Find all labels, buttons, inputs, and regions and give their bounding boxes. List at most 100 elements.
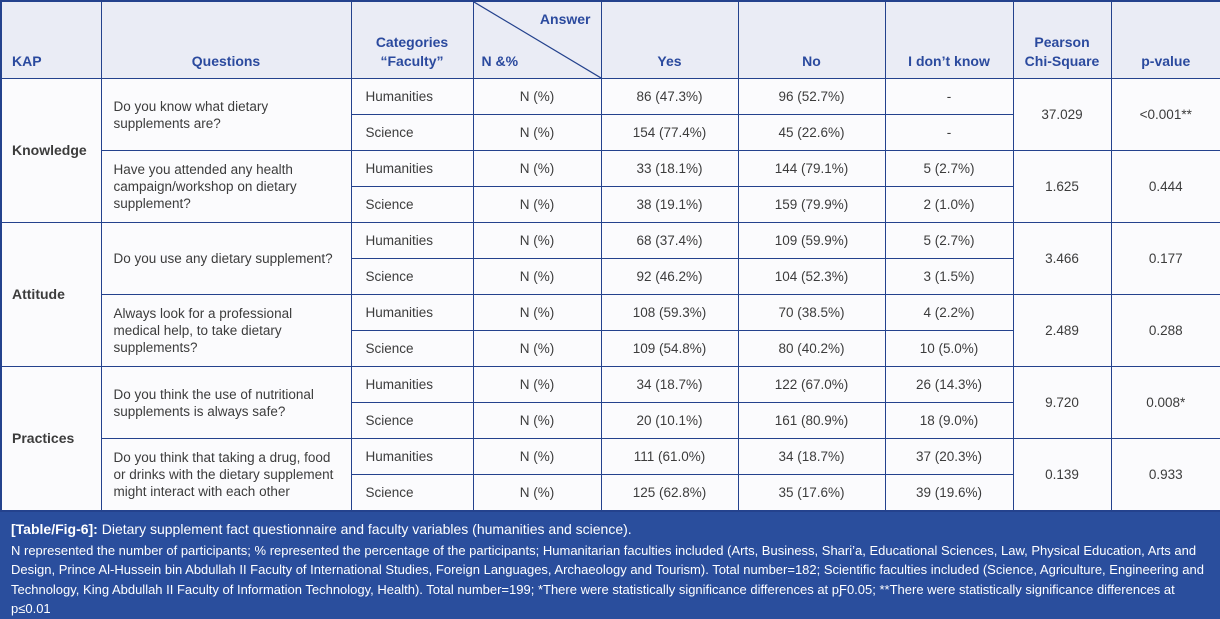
no-cell: 159 (79.9%)	[737, 186, 886, 223]
p-value-cell: 0.933	[1110, 438, 1220, 511]
faculty-cell: Science	[350, 402, 474, 439]
no-cell: 35 (17.6%)	[737, 474, 886, 511]
faculty-cell: Science	[350, 474, 474, 511]
chi-square-cell: 9.720	[1012, 366, 1112, 439]
no-cell: 109 (59.9%)	[737, 222, 886, 259]
no-cell: 34 (18.7%)	[737, 438, 886, 475]
faculty-cell: Humanities	[350, 366, 474, 403]
dont-know-cell: 18 (9.0%)	[884, 402, 1014, 439]
p-value-header: p-value	[1110, 0, 1220, 79]
n-percent-cell: N (%)	[472, 258, 602, 295]
faculty-cell: Humanities	[350, 438, 474, 475]
question-cell: Do you think that taking a drug, food or…	[100, 438, 352, 511]
p-value-cell: 0.008*	[1110, 366, 1220, 439]
table-row: Do you think that taking a drug, food or…	[1, 438, 1220, 511]
table-row: Have you attended any health campaign/wo…	[1, 150, 1220, 223]
faculty-cell: Science	[350, 258, 474, 295]
table-header: KAP Questions Categories “Faculty” Answe…	[0, 0, 1220, 79]
yes-cell: 68 (37.4%)	[600, 222, 739, 259]
yes-cell: 33 (18.1%)	[600, 150, 739, 187]
no-cell: 144 (79.1%)	[737, 150, 886, 187]
table-body: Knowledge Do you know what dietary supple…	[0, 78, 1220, 511]
n-percent-cell: N (%)	[472, 330, 602, 367]
table-row: Science N (%) 38 (19.1%) 159 (79.9%) 2 (1.0%…	[1, 186, 1220, 223]
p-value-cell: 0.288	[1110, 294, 1220, 367]
n-percent-cell: N (%)	[472, 222, 602, 259]
chi-square-cell: 2.489	[1012, 294, 1112, 367]
table-row: Science N (%) 125 (62.8%) 35 (17.6%) 39 (19.…	[1, 474, 1220, 511]
yes-cell: 38 (19.1%)	[600, 186, 739, 223]
yes-cell: 34 (18.7%)	[600, 366, 739, 403]
p-value-cell: 0.177	[1110, 222, 1220, 295]
no-cell: 45 (22.6%)	[737, 114, 886, 151]
yes-cell: 20 (10.1%)	[600, 402, 739, 439]
table-row: Science N (%) 109 (54.8%) 80 (40.2%) 10 (5.0…	[1, 330, 1220, 367]
dont-know-cell: 10 (5.0%)	[884, 330, 1014, 367]
no-cell: 122 (67.0%)	[737, 366, 886, 403]
chi-square-cell: 1.625	[1012, 150, 1112, 223]
kap-table: KAP Questions Categories “Faculty” Answe…	[0, 0, 1220, 512]
question-cell: Always look for a professional medical h…	[100, 294, 352, 367]
questions-header: Questions	[100, 0, 352, 79]
yes-cell: 111 (61.0%)	[600, 438, 739, 475]
table-row: Science N (%) 92 (46.2%) 104 (52.3%) 3 (1.5%…	[1, 258, 1220, 295]
chi-square-cell: 3.466	[1012, 222, 1112, 295]
categories-faculty-header: Categories “Faculty”	[350, 0, 474, 79]
chi-square-cell: 0.139	[1012, 438, 1112, 511]
faculty-cell: Humanities	[350, 222, 474, 259]
n-percent-cell: N (%)	[472, 78, 602, 115]
dont-know-cell: 2 (1.0%)	[884, 186, 1014, 223]
kap-header: KAP	[0, 0, 102, 79]
faculty-cell: Science	[350, 330, 474, 367]
p-value-cell: <0.001**	[1110, 78, 1220, 151]
faculty-cell: Science	[350, 186, 474, 223]
kap-cell: Practices	[0, 366, 102, 511]
no-cell: 96 (52.7%)	[737, 78, 886, 115]
header-row: KAP Questions Categories “Faculty” Answe…	[0, 0, 1220, 79]
no-cell: 161 (80.9%)	[737, 402, 886, 439]
dont-know-cell: 3 (1.5%)	[884, 258, 1014, 295]
n-percent-cell: N (%)	[472, 402, 602, 439]
answer-header-label: Answer	[539, 11, 591, 27]
table-row: Knowledge Do you know what dietary supple…	[0, 78, 1220, 223]
table-row: Science N (%) 20 (10.1%) 161 (80.9%) 18 (9.0…	[1, 402, 1220, 439]
n-percent-cell: N (%)	[472, 294, 602, 331]
n-percent-cell: N (%)	[472, 438, 602, 475]
p-value-cell: 0.444	[1110, 150, 1220, 223]
dont-know-cell: 39 (19.6%)	[884, 474, 1014, 511]
caption-note: N represented the number of participants…	[11, 542, 1204, 617]
yes-cell: 108 (59.3%)	[600, 294, 739, 331]
yes-cell: 154 (77.4%)	[600, 114, 739, 151]
caption-title-line: [Table/Fig-6]: Dietary supplement fact q…	[11, 519, 1209, 540]
n-percent-cell: N (%)	[472, 186, 602, 223]
dont-know-cell: 37 (20.3%)	[884, 438, 1014, 475]
n-percent-cell: N (%)	[472, 150, 602, 187]
dont-know-cell: 4 (2.2%)	[884, 294, 1014, 331]
dont-know-cell: -	[884, 114, 1014, 151]
dont-know-header: I don’t know	[884, 0, 1014, 79]
diagonal-divider-line	[474, 2, 601, 78]
caption-label: [Table/Fig-6]:	[11, 520, 98, 537]
yes-cell: 109 (54.8%)	[600, 330, 739, 367]
table-row: Practices Do you think the use of nutriti…	[0, 366, 1220, 511]
chi-square-cell: 37.029	[1012, 78, 1112, 151]
question-cell: Do you know what dietary supplements are…	[100, 78, 352, 151]
answer-n-percent-header: Answer N &%	[472, 0, 602, 79]
yes-cell: 92 (46.2%)	[600, 258, 739, 295]
no-cell: 104 (52.3%)	[737, 258, 886, 295]
n-percent-header-label: N &%	[481, 53, 519, 69]
no-cell: 70 (38.5%)	[737, 294, 886, 331]
dont-know-cell: 5 (2.7%)	[884, 150, 1014, 187]
caption-title-text: Dietary supplement fact questionnaire an…	[101, 520, 632, 537]
table-row: Attitude Do you use any dietary supplemen…	[0, 222, 1220, 367]
yes-cell: 125 (62.8%)	[600, 474, 739, 511]
question-cell: Do you use any dietary supplement?	[100, 222, 352, 295]
no-cell: 80 (40.2%)	[737, 330, 886, 367]
faculty-cell: Humanities	[350, 294, 474, 331]
n-percent-cell: N (%)	[472, 114, 602, 151]
chi-square-header: Pearson Chi-Square	[1012, 0, 1112, 79]
n-percent-cell: N (%)	[472, 366, 602, 403]
dont-know-cell: -	[884, 78, 1014, 115]
n-percent-cell: N (%)	[472, 474, 602, 511]
